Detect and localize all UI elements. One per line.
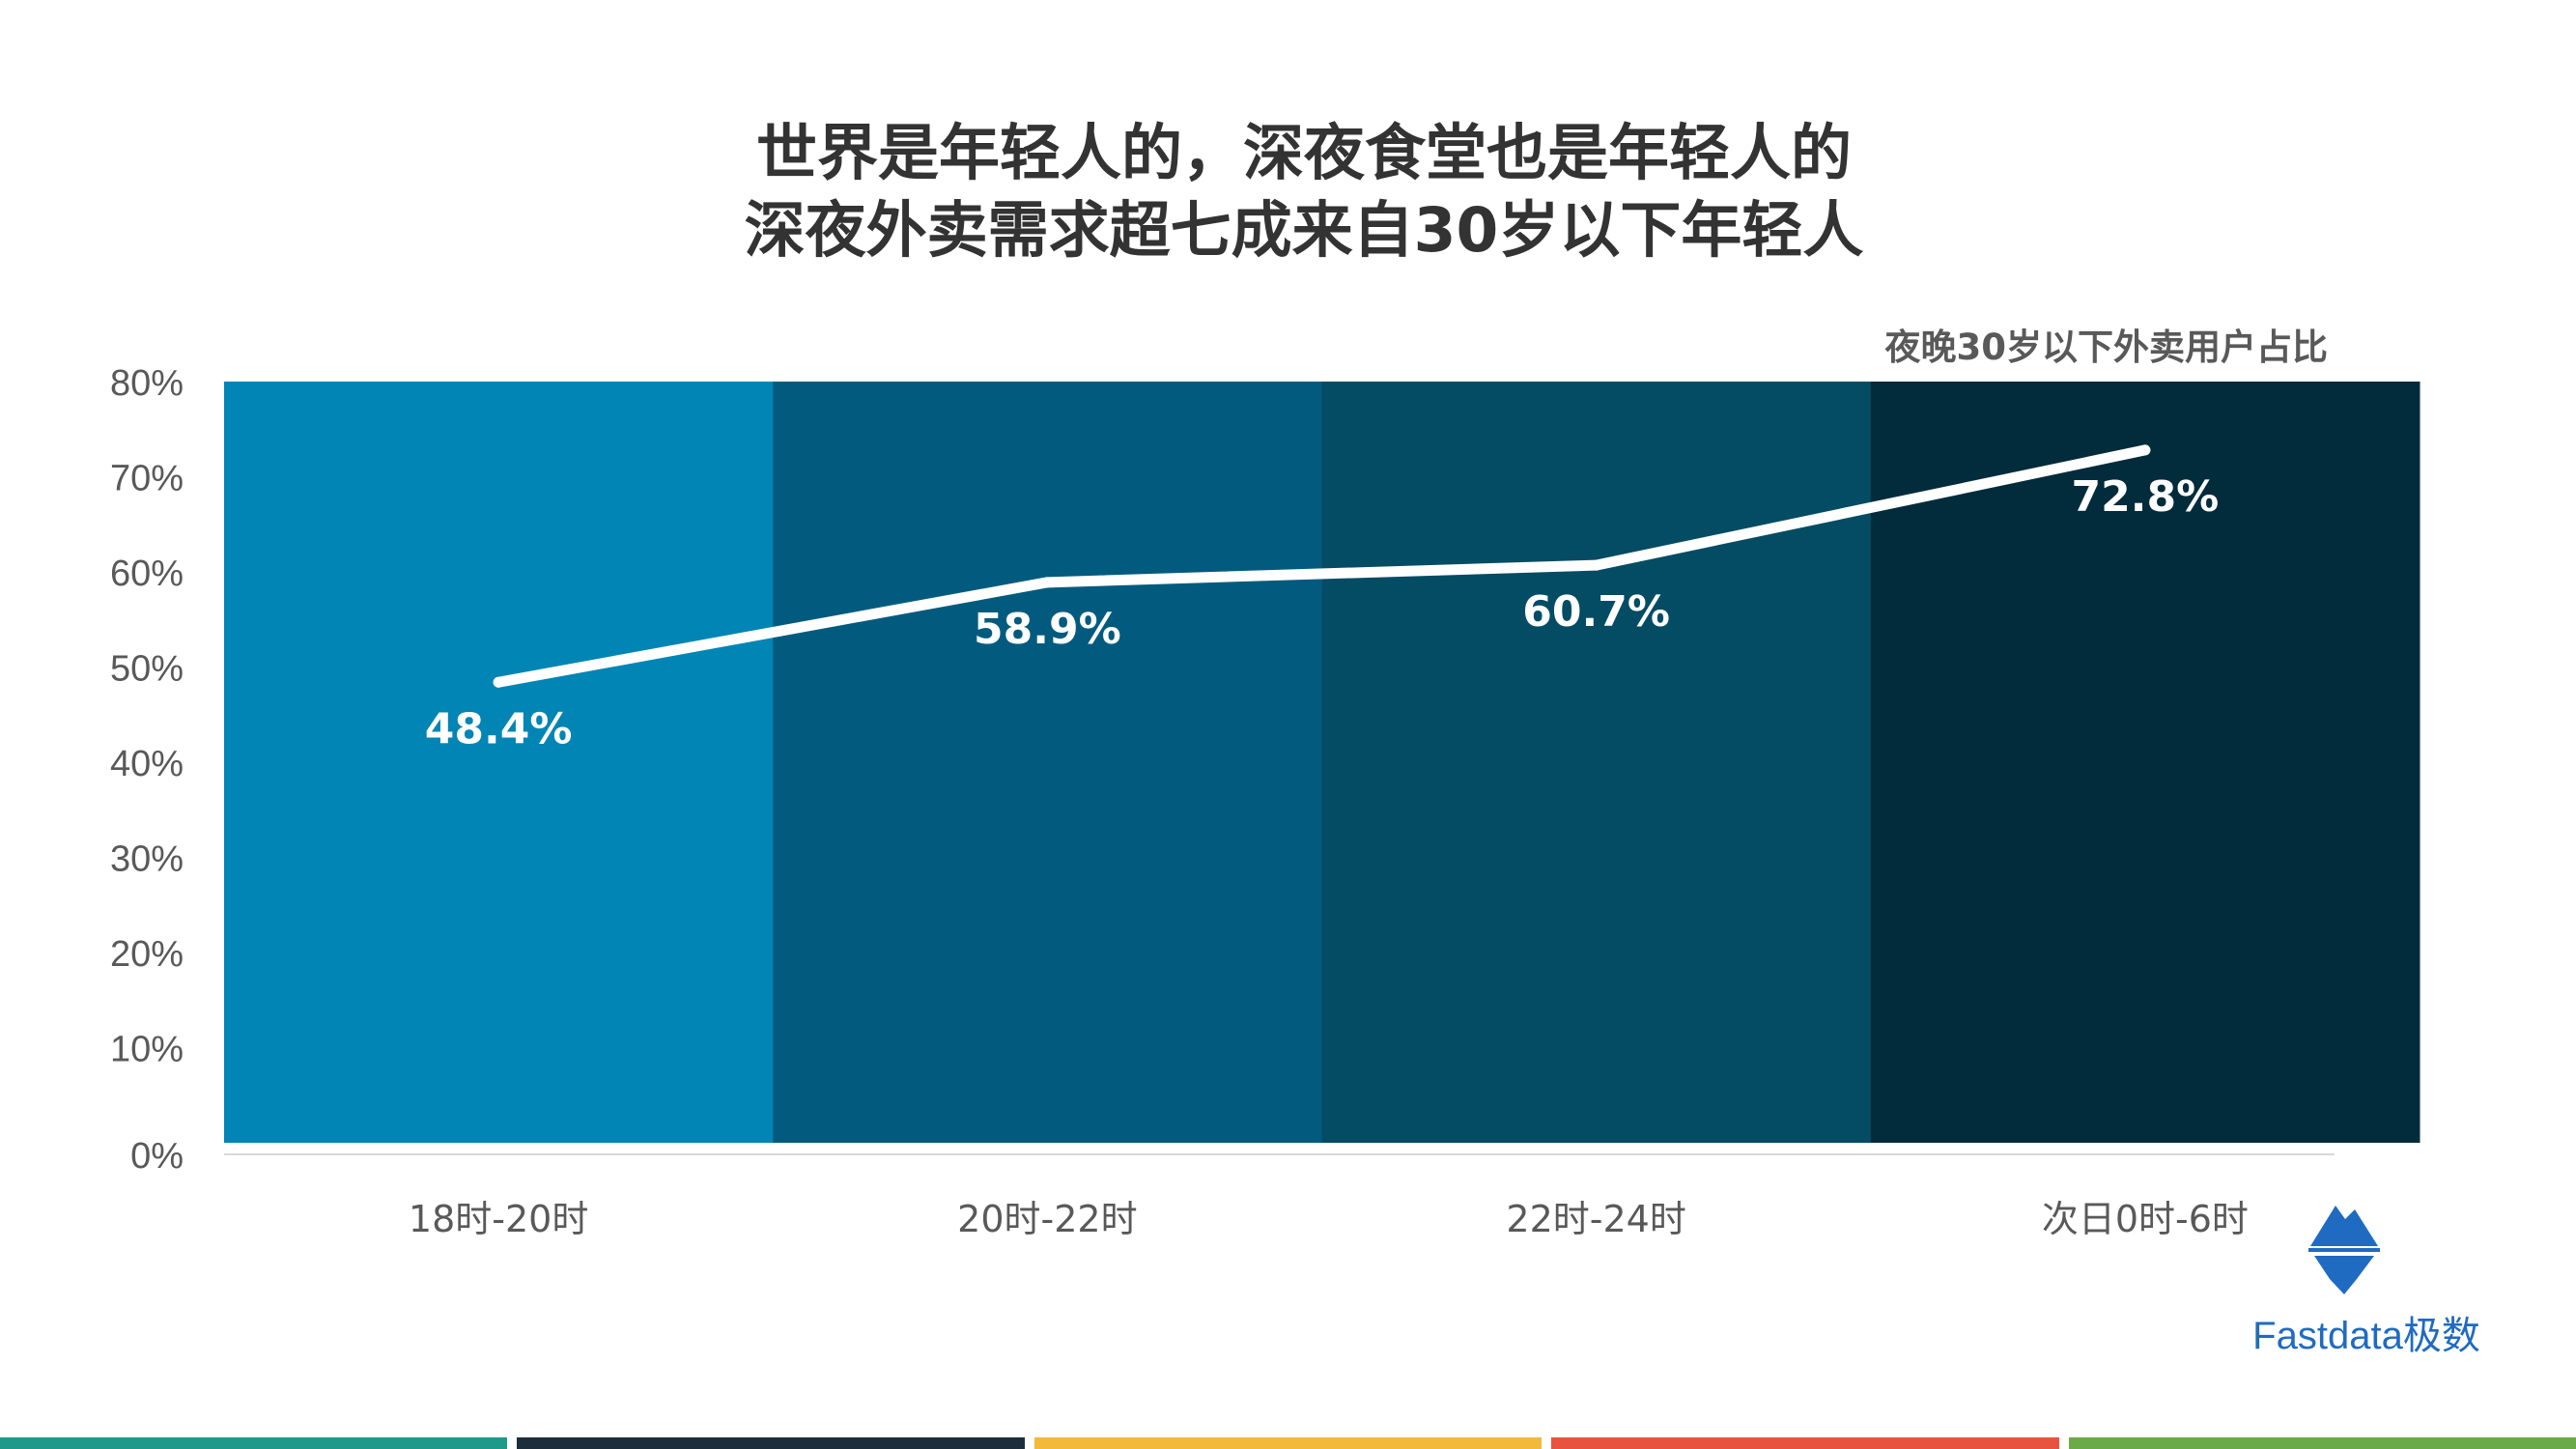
data-label: 72.8% — [2072, 472, 2220, 522]
data-label: 48.4% — [425, 704, 573, 753]
footer-stripe-1 — [0, 1437, 508, 1449]
data-point — [493, 676, 504, 688]
data-label: 58.9% — [974, 605, 1121, 654]
y-tick-label: 70% — [110, 459, 184, 499]
x-tick-label: 20时-22时 — [957, 1198, 1137, 1240]
footer-stripe-5 — [2068, 1437, 2576, 1449]
background-band-2 — [773, 382, 1322, 1143]
x-tick-label: 22时-24时 — [1506, 1198, 1685, 1240]
y-tick-label: 30% — [110, 839, 184, 880]
data-point — [1041, 577, 1053, 588]
data-point — [1591, 559, 1602, 571]
footer-stripe-4 — [1551, 1437, 2059, 1449]
fastdata-logo: Fastdata极数 — [2222, 1198, 2511, 1362]
y-tick-label: 60% — [110, 554, 184, 594]
data-label: 60.7% — [1522, 587, 1670, 637]
line-chart: 0% 10% 20% 30% 40% 50% 60% 70% 80% 18时-20时 20时-22时… — [110, 327, 2420, 1240]
y-tick-label: 80% — [110, 363, 184, 404]
chart-title-line-1: 世界是年轻人的，深夜食堂也是年轻人的 — [756, 118, 1852, 188]
chart-subtitle: 夜晚30岁以下外卖用户占比 — [1884, 327, 2329, 368]
y-tick-label: 50% — [110, 649, 184, 690]
footer-stripe-2 — [517, 1437, 1025, 1449]
x-tick-label: 次日0时-6时 — [2042, 1198, 2249, 1240]
background-band-3 — [1321, 382, 1872, 1143]
footer-stripe-3 — [1033, 1437, 1543, 1449]
background-band-4 — [1870, 382, 2420, 1143]
y-tick-label: 40% — [110, 744, 184, 784]
y-tick-label: 20% — [110, 934, 184, 975]
y-tick-label: 0% — [130, 1136, 184, 1177]
y-tick-label: 10% — [110, 1030, 184, 1070]
x-tick-label: 18时-20时 — [409, 1198, 588, 1240]
series-line — [493, 444, 2151, 688]
logo-text: Fastdata极数 — [2252, 1315, 2480, 1357]
data-point — [2139, 444, 2151, 456]
footer-stripes — [0, 1437, 2576, 1449]
chart-title-line-2: 深夜外卖需求超七成来自30岁以下年轻人 — [744, 195, 1864, 266]
background-band-1 — [224, 382, 774, 1143]
iceberg-icon — [2308, 1206, 2380, 1294]
